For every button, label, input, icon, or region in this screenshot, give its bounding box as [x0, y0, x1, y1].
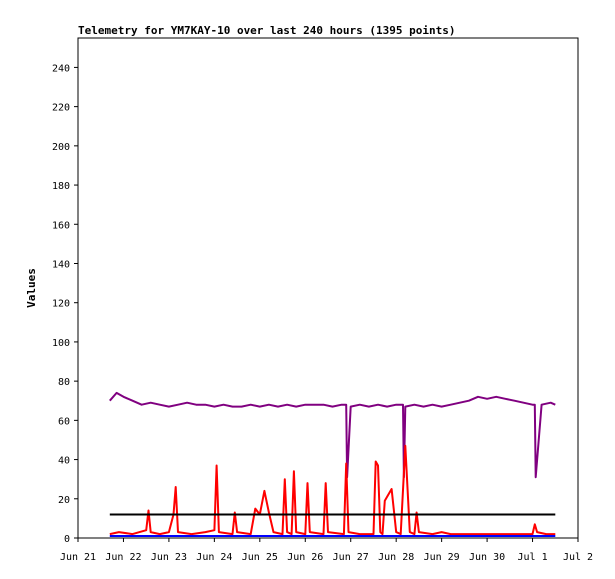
x-tick-label: Jun 24 [196, 552, 232, 563]
y-tick-label: 200 [52, 142, 70, 153]
x-tick-label: Jul 1 [517, 552, 547, 563]
x-axis-ticks: Jun 21 Jun 22 Jun 23 Jun 24 Jun 25 Jun 26 Jun … [60, 538, 593, 563]
x-tick-label: Jun 25 [242, 552, 278, 563]
series-layer [109, 391, 556, 537]
y-tick-label: 60 [58, 416, 70, 427]
x-tick-label: Jun 27 [333, 552, 369, 563]
y-tick-label: 80 [58, 377, 70, 388]
y-tick-label: 120 [52, 299, 70, 310]
x-tick-label: Jun 28 [378, 552, 414, 563]
y-tick-label: 20 [58, 495, 70, 506]
y-tick-label: 220 [52, 103, 70, 114]
x-tick-label: Jun 21 [60, 552, 96, 563]
x-tick-label: Jun 22 [105, 552, 141, 563]
y-axis-ticks: 0 20 40 60 80 100 120 140 160 180 200 220 240 [52, 63, 78, 545]
y-tick-label: 240 [52, 63, 70, 74]
x-tick-label: Jun 29 [424, 552, 460, 563]
plot-frame [77, 37, 579, 539]
series-line-purple [109, 391, 556, 479]
y-tick-label: 160 [52, 220, 70, 231]
series-line-red [109, 444, 556, 536]
y-tick-label: 100 [52, 338, 70, 349]
x-tick-label: Jun 30 [469, 552, 505, 563]
chart-title: Telemetry for YM7KAY-10 over last 240 ho… [78, 24, 456, 37]
x-tick-label: Jun 26 [287, 552, 323, 563]
y-tick-label: 0 [64, 534, 70, 545]
y-tick-label: 180 [52, 181, 70, 192]
y-axis-label: Values [25, 268, 38, 308]
x-tick-label: Jul 2 [563, 552, 593, 563]
x-tick-label: Jun 23 [151, 552, 187, 563]
y-tick-label: 140 [52, 259, 70, 270]
y-tick-label: 40 [58, 456, 70, 467]
